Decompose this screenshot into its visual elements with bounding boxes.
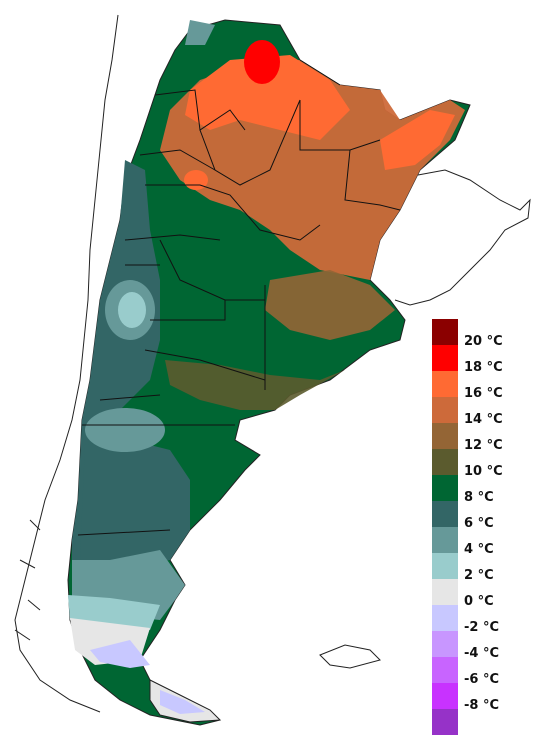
legend-row: 2 °C bbox=[432, 553, 538, 583]
temperature-legend: 20 °C 18 °C 16 °C 14 °C 12 °C 10 °C 8 °C 6 °C 4 … bbox=[432, 319, 538, 735]
zone-6c-northwest bbox=[185, 20, 215, 45]
legend-label: 0 °C bbox=[464, 594, 494, 609]
legend-label: -8 °C bbox=[464, 698, 500, 713]
legend-label: 8 °C bbox=[464, 490, 494, 505]
zone-16c-spot bbox=[184, 170, 208, 190]
legend-label: 12 °C bbox=[464, 438, 503, 453]
islands bbox=[14, 519, 381, 669]
zone-4c-mid bbox=[85, 408, 165, 452]
zone-12c bbox=[265, 270, 395, 340]
legend-swatch bbox=[432, 371, 458, 397]
zone-16c-east bbox=[380, 110, 455, 170]
legend-swatch bbox=[432, 527, 458, 553]
zone-16c bbox=[185, 55, 350, 140]
legend-label: 18 °C bbox=[464, 360, 503, 375]
legend-label: 10 °C bbox=[464, 464, 503, 479]
legend-row: 6 °C bbox=[432, 501, 538, 531]
zone-10c bbox=[165, 360, 345, 410]
legend-row: 12 °C bbox=[432, 423, 538, 453]
legend-swatch bbox=[432, 605, 458, 631]
legend-swatch bbox=[432, 397, 458, 423]
legend-label: -2 °C bbox=[464, 620, 500, 635]
legend-swatch bbox=[432, 475, 458, 501]
legend-label: -4 °C bbox=[464, 646, 500, 661]
legend-swatch bbox=[432, 423, 458, 449]
legend-row bbox=[432, 709, 538, 735]
legend-row: 8 °C bbox=[432, 475, 538, 505]
legend-row: 16 °C bbox=[432, 371, 538, 401]
legend-swatch bbox=[432, 501, 458, 527]
uruguay-outline bbox=[394, 169, 531, 306]
legend-row: 20 °C bbox=[432, 319, 538, 349]
legend-swatch bbox=[432, 657, 458, 683]
legend-row: -2 °C bbox=[432, 605, 538, 635]
legend-swatch bbox=[432, 631, 458, 657]
province-boundaries bbox=[77, 59, 401, 536]
legend-swatch bbox=[432, 449, 458, 475]
legend-label: 16 °C bbox=[464, 386, 503, 401]
legend-label: -6 °C bbox=[464, 672, 500, 687]
legend-row: 4 °C bbox=[432, 527, 538, 557]
zone-minus2c bbox=[90, 640, 150, 668]
zone-2c-north bbox=[118, 292, 146, 328]
legend-row: 10 °C bbox=[432, 449, 538, 479]
legend-swatch bbox=[432, 579, 458, 605]
legend-row: 0 °C bbox=[432, 579, 538, 609]
legend-swatch bbox=[432, 709, 458, 735]
legend-row: -8 °C bbox=[432, 683, 538, 713]
legend-label: 20 °C bbox=[464, 334, 503, 349]
legend-row: 18 °C bbox=[432, 345, 538, 375]
zone-6c-west bbox=[72, 160, 160, 590]
legend-label: 6 °C bbox=[464, 516, 494, 531]
legend-swatch bbox=[432, 683, 458, 709]
legend-label: 2 °C bbox=[464, 568, 494, 583]
zone-minus2c-tdf bbox=[160, 690, 205, 714]
zone-6c-south bbox=[80, 440, 190, 570]
legend-row: -6 °C bbox=[432, 657, 538, 687]
legend-label: 14 °C bbox=[464, 412, 503, 427]
legend-label: 4 °C bbox=[464, 542, 494, 557]
legend-row: 14 °C bbox=[432, 397, 538, 427]
legend-swatch bbox=[432, 319, 458, 345]
legend-row: -4 °C bbox=[432, 631, 538, 661]
zone-18c bbox=[244, 40, 280, 84]
legend-swatch bbox=[432, 345, 458, 371]
chile-outline bbox=[14, 14, 119, 713]
legend-swatch bbox=[432, 553, 458, 579]
